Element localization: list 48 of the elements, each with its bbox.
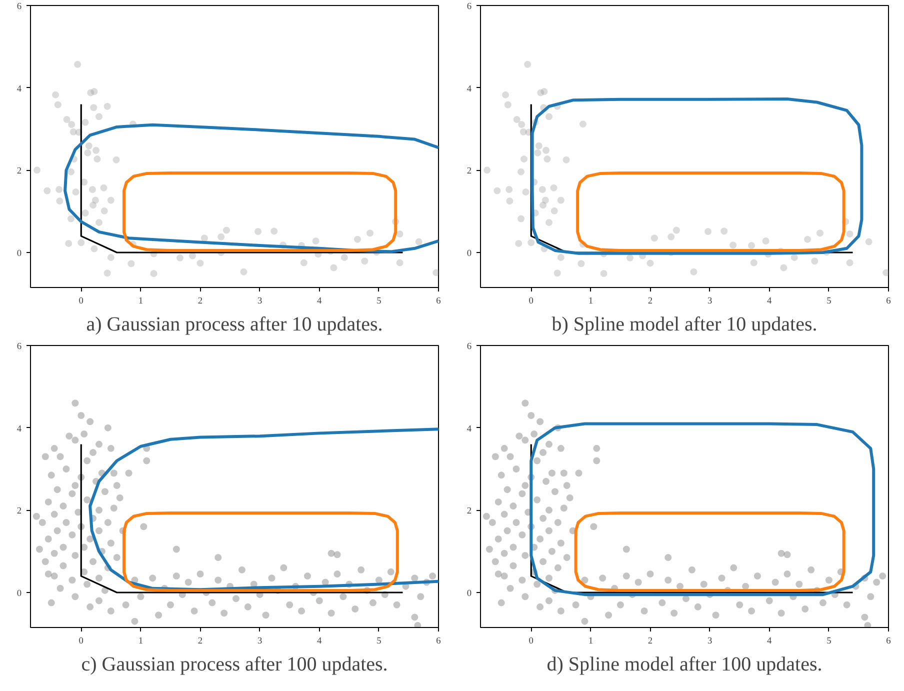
y-tick-label: 4: [466, 424, 472, 434]
x-tick-label: 3: [257, 636, 262, 646]
y-tick-label: 2: [466, 166, 472, 177]
x-tick-label: 5: [826, 636, 832, 646]
x-tick-label: 2: [648, 636, 653, 646]
x-tick-label: 1: [588, 296, 594, 306]
y-tick-label: 0: [16, 589, 22, 600]
x-tick-label: 2: [198, 296, 203, 306]
text: b) Spline model after 10 updates.: [552, 314, 818, 336]
y-tick-label: 2: [16, 166, 22, 177]
x-tick-label: 6: [436, 636, 442, 646]
y-tick-label: 6: [16, 2, 22, 12]
y-tick-label: 2: [466, 506, 472, 517]
x-tick-label: 1: [138, 296, 144, 306]
x-tick-label: 2: [648, 296, 653, 306]
x-tick-label: 0: [528, 636, 534, 646]
text: a) Gaussian process after 10 updates.: [86, 314, 383, 336]
x-tick-label: 2: [198, 636, 203, 646]
x-tick-label: 6: [436, 296, 442, 306]
x-tick-label: 1: [138, 636, 144, 646]
y-tick-label: 6: [466, 2, 472, 12]
y-tick-label: 6: [16, 342, 22, 352]
y-tick-label: 4: [466, 84, 472, 94]
y-tick-label: 2: [16, 506, 22, 517]
y-tick-label: 4: [16, 84, 22, 94]
x-tick-label: 4: [767, 296, 772, 306]
x-tick-label: 1: [588, 636, 594, 646]
x-tick-label: 5: [826, 296, 832, 306]
text: d) Spline model after 100 updates.: [546, 654, 822, 676]
x-tick-label: 3: [707, 636, 712, 646]
x-tick-label: 5: [376, 296, 382, 306]
x-tick-label: 0: [78, 296, 84, 306]
x-tick-label: 6: [886, 636, 892, 646]
x-tick-label: 6: [886, 296, 892, 306]
y-tick-label: 0: [16, 249, 22, 260]
x-tick-label: 0: [528, 296, 534, 306]
x-tick-label: 3: [707, 296, 712, 306]
text: c) Gaussian process after 100 updates.: [81, 654, 388, 676]
y-tick-label: 0: [466, 249, 472, 260]
x-tick-label: 3: [257, 296, 262, 306]
x-tick-label: 0: [78, 636, 84, 646]
y-tick-label: 4: [16, 424, 22, 434]
x-tick-label: 4: [767, 636, 772, 646]
x-tick-label: 4: [317, 296, 322, 306]
x-tick-label: 5: [376, 636, 382, 646]
y-tick-label: 6: [466, 342, 472, 352]
y-tick-label: 0: [466, 589, 472, 600]
x-tick-label: 4: [317, 636, 322, 646]
